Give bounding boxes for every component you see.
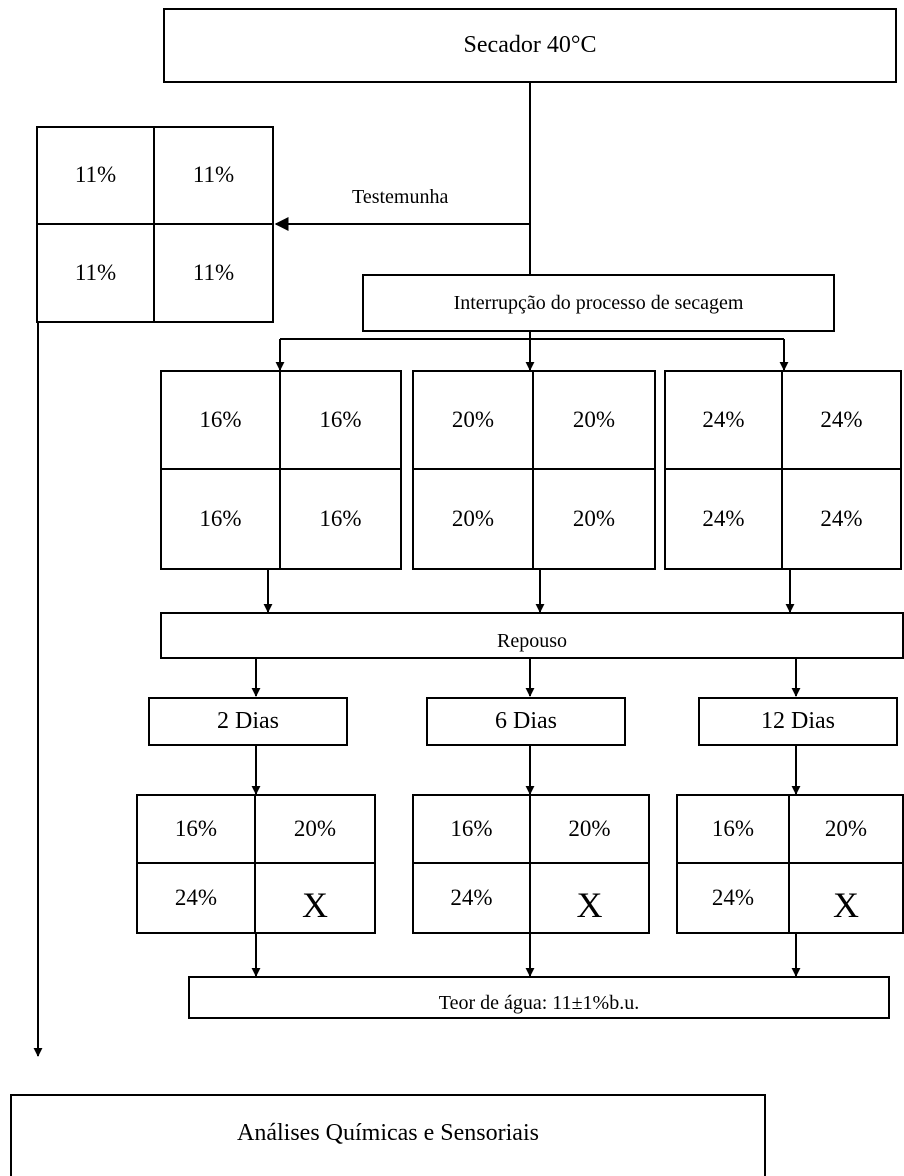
analysis-label: Análises Químicas e Sensoriais: [237, 1120, 539, 1146]
result-grid-2-days: 16% 20% 24% X: [136, 794, 376, 934]
rest-period-label: 12 Dias: [761, 708, 835, 734]
moisture-cell: 16%: [162, 470, 281, 568]
moisture-cell: 24%: [666, 372, 783, 470]
rest-label: Repouso: [497, 630, 567, 652]
result-cell: 16%: [414, 796, 531, 864]
result-cell: 20%: [256, 796, 374, 864]
control-label: Testemunha: [352, 186, 449, 208]
moisture-cell: 16%: [281, 372, 400, 470]
rest-period-label: 2 Dias: [217, 708, 279, 734]
result-cell-x: X: [576, 885, 603, 925]
control-cell: 11%: [38, 224, 155, 321]
result-cell-x: X: [302, 885, 328, 925]
rest-period-2-box: 2 Dias: [148, 697, 348, 746]
moisture-cell: 20%: [572, 506, 616, 531]
final-moisture-box: Teor de água: 11±1%b.u.: [188, 976, 890, 1019]
control-grid: 11% 11% 11% 11%: [36, 126, 274, 323]
result-cell: 24%: [414, 864, 531, 932]
rest-period-6-box: 6 Dias: [426, 697, 626, 746]
moisture-group-16: 16% 16% 16% 16%: [160, 370, 402, 570]
result-grid-12-days: 16% 20% 24% X: [676, 794, 904, 934]
moisture-group-20: 20% 20% 20% 20%: [412, 370, 656, 570]
dryer-box: Secador 40°C: [163, 8, 897, 83]
rest-period-12-box: 12 Dias: [698, 697, 898, 746]
result-cell: 16%: [678, 796, 790, 864]
result-cell-x: X: [833, 885, 859, 925]
final-moisture-label: Teor de água: 11±1%b.u.: [438, 992, 640, 1014]
moisture-cell: 24%: [820, 506, 863, 531]
moisture-cell: 16%: [162, 372, 281, 470]
moisture-group-24: 24% 24% 24% 24%: [664, 370, 902, 570]
interruption-box: Interrupção do processo de secagem: [362, 274, 835, 332]
result-grid-6-days: 16% 20% 24% X: [412, 794, 650, 934]
moisture-cell: 24%: [666, 470, 783, 568]
result-cell: 20%: [531, 796, 648, 864]
control-cell: 11%: [38, 128, 155, 225]
interruption-label: Interrupção do processo de secagem: [453, 291, 744, 314]
analysis-box: Análises Químicas e Sensoriais: [10, 1094, 766, 1176]
moisture-cell: 20%: [534, 372, 654, 470]
rest-box: Repouso: [160, 612, 904, 659]
moisture-cell: 20%: [414, 470, 534, 568]
moisture-cell: 20%: [414, 372, 534, 470]
control-cell: 11%: [155, 128, 272, 225]
result-cell: 16%: [138, 796, 256, 864]
result-cell: 24%: [138, 864, 256, 932]
moisture-cell: 24%: [783, 372, 900, 470]
rest-period-label: 6 Dias: [495, 708, 557, 734]
moisture-cell: 16%: [319, 506, 362, 531]
control-cell: 11%: [192, 259, 235, 285]
result-cell: 20%: [790, 796, 902, 864]
dryer-label: Secador 40°C: [463, 32, 597, 58]
result-cell: 24%: [678, 864, 790, 932]
